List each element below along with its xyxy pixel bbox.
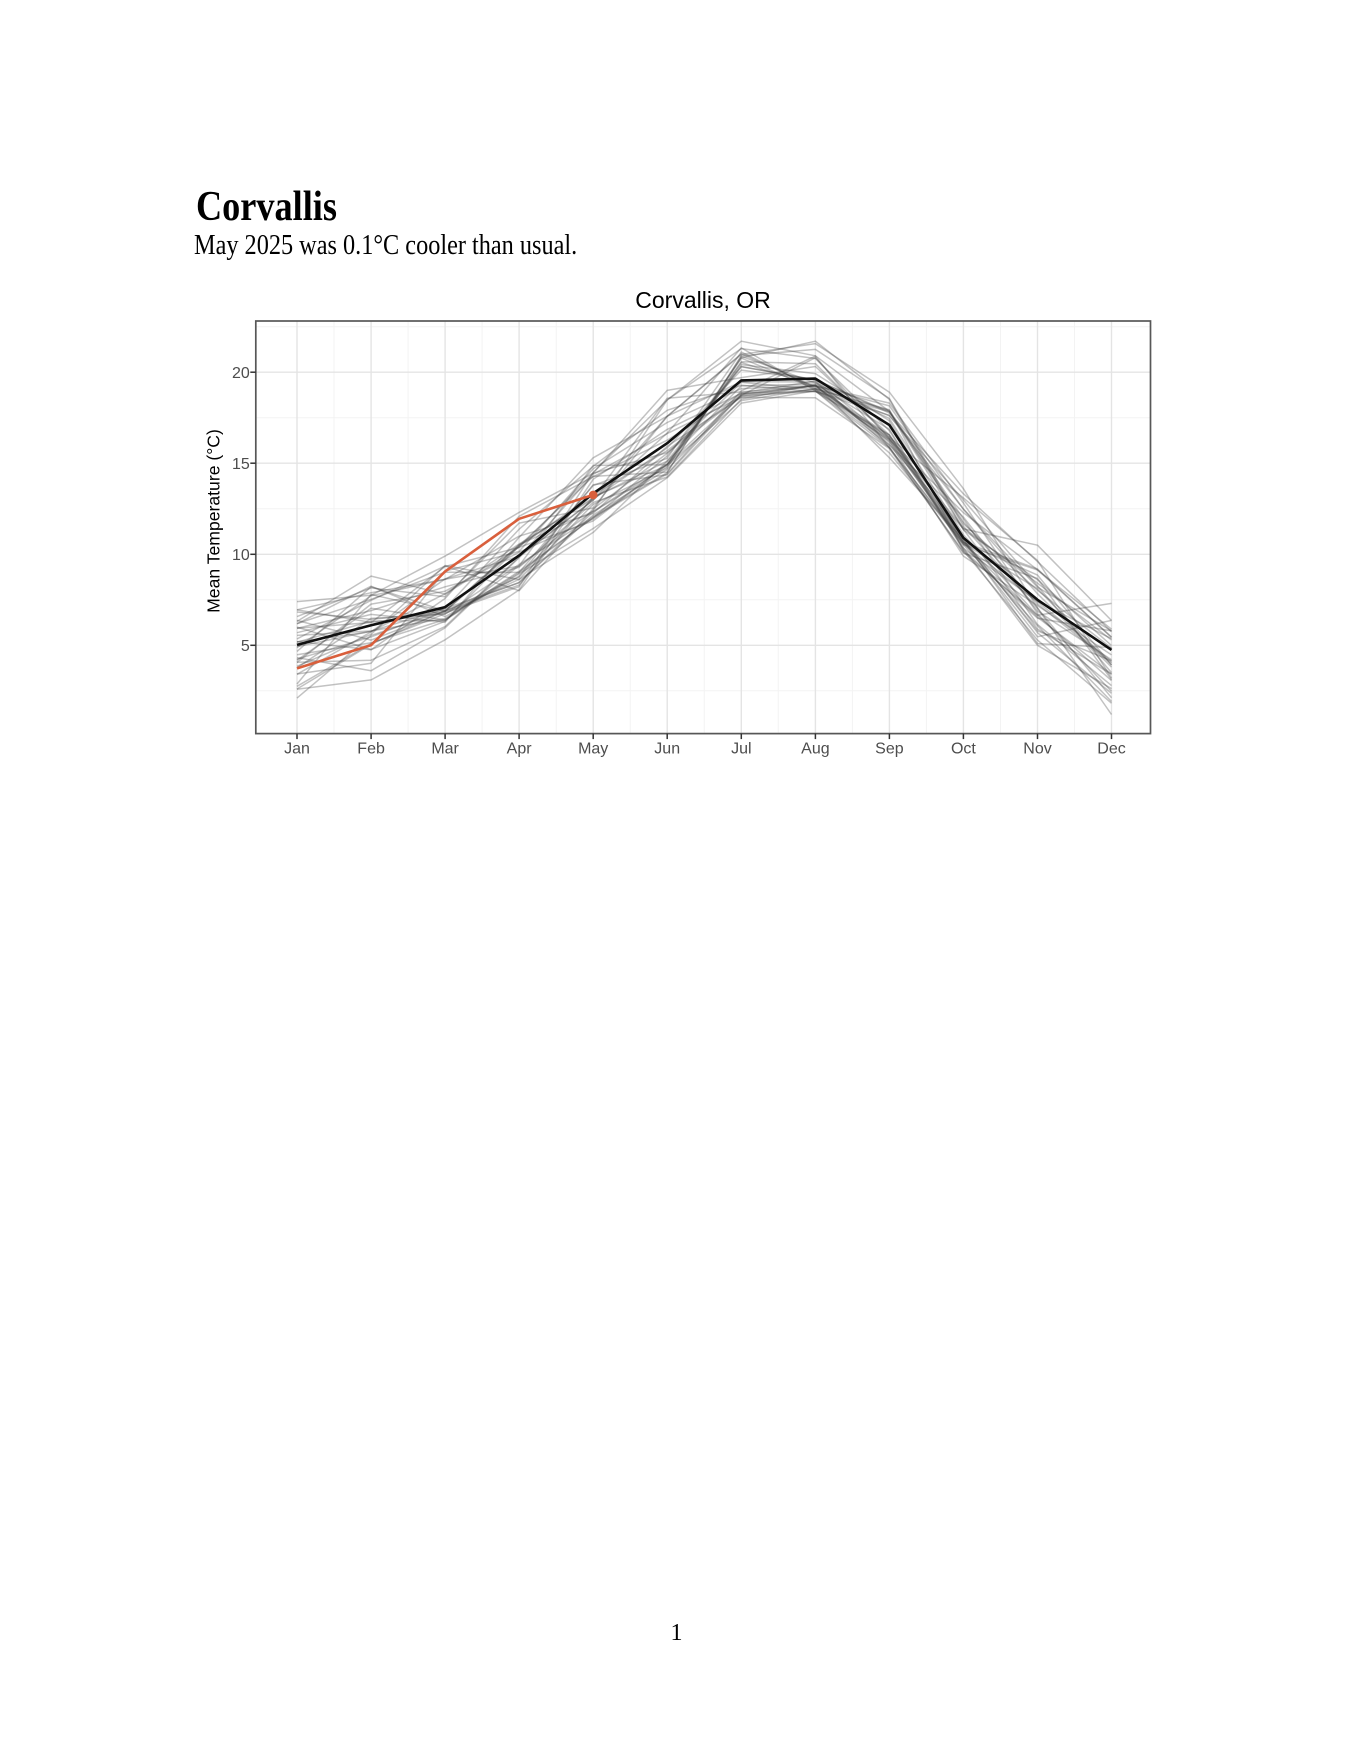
svg-text:May: May xyxy=(578,741,608,758)
svg-text:5: 5 xyxy=(241,638,250,655)
svg-text:Jul: Jul xyxy=(731,741,751,758)
svg-text:Jan: Jan xyxy=(284,741,310,758)
svg-text:Corvallis, OR: Corvallis, OR xyxy=(635,287,770,313)
svg-text:Aug: Aug xyxy=(801,741,829,758)
svg-text:Jun: Jun xyxy=(654,741,680,758)
svg-text:Nov: Nov xyxy=(1023,741,1051,758)
svg-text:Dec: Dec xyxy=(1097,741,1125,758)
svg-text:10: 10 xyxy=(232,547,250,564)
svg-text:Mar: Mar xyxy=(431,741,459,758)
svg-text:15: 15 xyxy=(232,456,250,473)
svg-text:Oct: Oct xyxy=(951,741,976,758)
svg-text:Apr: Apr xyxy=(507,741,533,758)
svg-text:Sep: Sep xyxy=(875,741,904,758)
svg-text:20: 20 xyxy=(232,365,250,382)
svg-text:Mean Temperature (°C): Mean Temperature (°C) xyxy=(204,429,224,613)
svg-text:Feb: Feb xyxy=(357,741,385,758)
